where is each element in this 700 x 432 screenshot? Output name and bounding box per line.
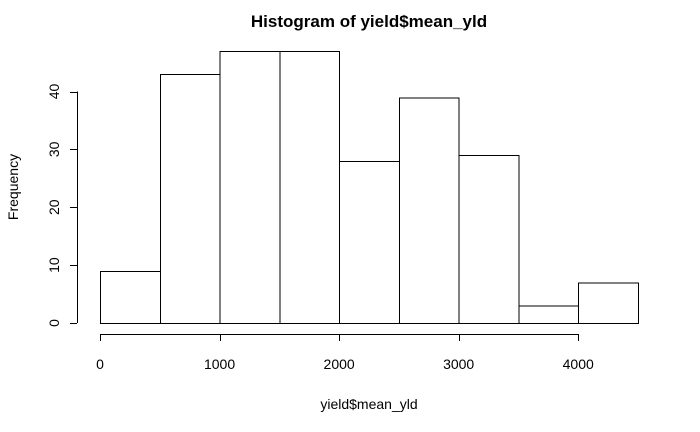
histogram-bar-7 <box>518 305 580 325</box>
y-tick-label-4: 40 <box>46 84 62 100</box>
x-tick-label-0: 0 <box>96 356 104 372</box>
x-axis-label: yield$mean_yld <box>320 396 417 412</box>
chart-title: Histogram of yield$mean_yld <box>251 12 487 31</box>
histogram-bar-2 <box>219 51 281 324</box>
y-tick-label-3: 30 <box>46 141 62 157</box>
x-tick-label-3: 3000 <box>443 356 474 372</box>
y-axis-label: Frequency <box>5 154 21 220</box>
histogram-bar-4 <box>339 160 400 324</box>
histogram-bars <box>100 51 640 325</box>
y-tick-label-2: 20 <box>46 199 62 215</box>
histogram-bar-5 <box>398 97 460 325</box>
histogram-bar-3 <box>279 51 341 324</box>
histogram-bar-1 <box>159 74 221 324</box>
histogram-bar-6 <box>458 155 520 324</box>
y-tick-label-1: 10 <box>46 257 62 273</box>
y-tick-label-0: 0 <box>46 319 62 327</box>
x-axis: 0 1000 2000 3000 4000 <box>96 334 594 372</box>
y-axis: 0 10 20 30 40 <box>46 84 78 327</box>
histogram-bar-8 <box>578 282 640 324</box>
histogram-bar-0 <box>100 270 161 324</box>
x-tick-label-2: 2000 <box>324 356 355 372</box>
x-tick-label-1: 1000 <box>204 356 235 372</box>
x-tick-label-4: 4000 <box>563 356 594 372</box>
